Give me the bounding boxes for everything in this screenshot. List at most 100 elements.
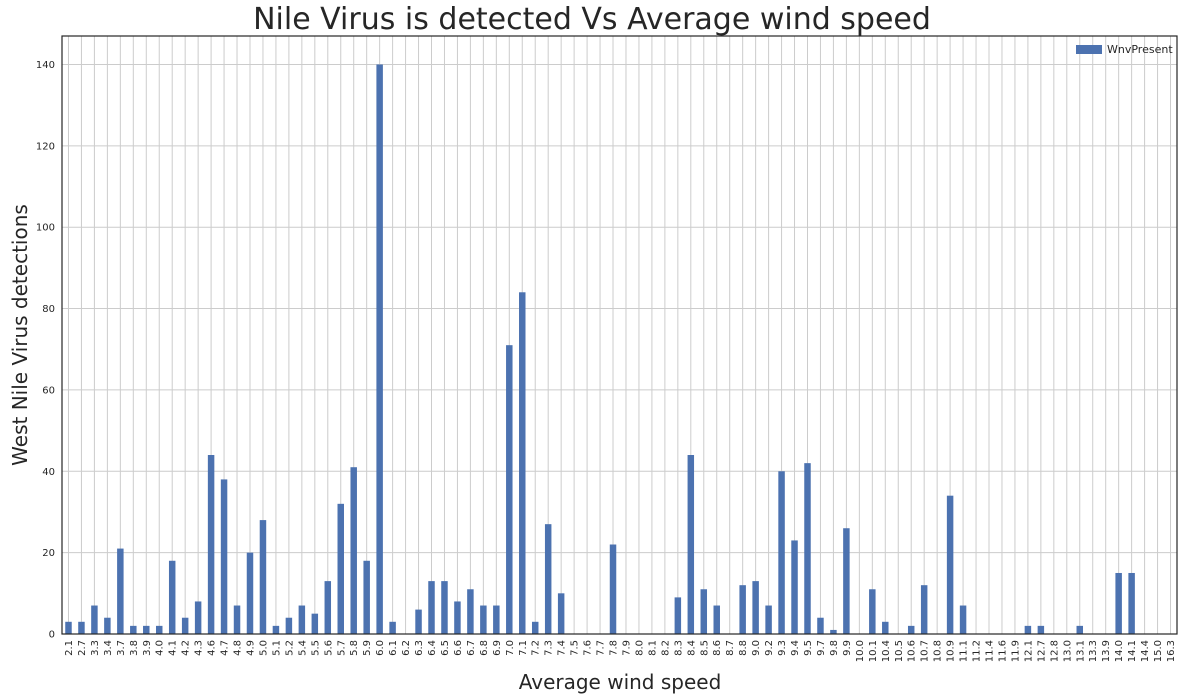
bar <box>920 585 928 634</box>
bar <box>1128 572 1135 634</box>
bar <box>324 581 332 634</box>
x-tick-label: 6.9 <box>492 640 503 656</box>
bar <box>181 617 189 634</box>
bar <box>272 625 280 634</box>
x-tick-label: 5.9 <box>362 640 373 656</box>
x-tick-label: 2.7 <box>77 640 88 656</box>
bar <box>765 605 772 634</box>
x-tick-label: 3.8 <box>129 640 140 656</box>
bar <box>519 292 526 634</box>
x-tick-label: 9.3 <box>777 640 788 656</box>
x-tick-label: 14.0 <box>1114 640 1125 662</box>
x-tick-label: 15.0 <box>1153 640 1164 662</box>
bar <box>609 544 617 634</box>
x-tick-label: 12.8 <box>1049 640 1060 662</box>
x-tick-label: 5.1 <box>271 640 282 656</box>
x-tick-label: 16.3 <box>1166 640 1177 662</box>
bar <box>285 617 293 634</box>
bar <box>687 455 695 634</box>
x-tick-label: 7.4 <box>557 640 568 656</box>
x-tick-label: 3.3 <box>90 640 101 656</box>
plot-background <box>62 36 1177 634</box>
x-tick-label: 6.4 <box>427 640 438 656</box>
y-tick-label: 40 <box>42 467 55 478</box>
x-tick-label: 10.7 <box>920 640 931 662</box>
bar <box>467 589 474 634</box>
y-tick-label: 0 <box>49 630 55 641</box>
legend-label: WnvPresent <box>1107 43 1173 56</box>
x-tick-label: 8.3 <box>673 640 684 656</box>
legend: WnvPresent <box>1076 43 1173 56</box>
x-tick-label: 11.9 <box>1010 640 1021 662</box>
bar <box>493 605 500 634</box>
x-tick-label: 8.0 <box>634 640 645 656</box>
x-tick-label: 13.0 <box>1062 640 1073 662</box>
x-tick-label: 13.9 <box>1101 640 1112 662</box>
x-tick-label: 11.4 <box>985 640 996 662</box>
bar <box>830 629 837 634</box>
x-tick-label: 5.5 <box>310 640 321 656</box>
bar <box>454 601 461 634</box>
x-tick-label: 3.7 <box>116 640 127 656</box>
x-tick-label: 14.4 <box>1140 640 1151 662</box>
bar <box>739 585 746 634</box>
bar <box>713 605 720 634</box>
bar <box>220 479 228 634</box>
bar <box>143 625 150 634</box>
bar <box>91 605 98 634</box>
bar <box>946 495 954 634</box>
x-tick-label: 9.4 <box>790 640 801 656</box>
bar <box>194 601 202 634</box>
y-tick-label: 140 <box>36 60 55 71</box>
x-tick-label: 5.4 <box>297 640 308 656</box>
bars <box>65 64 1135 634</box>
y-tick-label: 120 <box>36 141 55 152</box>
x-tick-label: 7.5 <box>570 640 581 656</box>
legend-swatch <box>1076 45 1102 54</box>
x-tick-label: 10.0 <box>855 640 866 662</box>
bar <box>168 560 176 634</box>
x-tick-label: 8.8 <box>738 640 749 656</box>
x-tick-label: 9.7 <box>816 640 827 656</box>
x-tick-label: 12.1 <box>1023 640 1034 662</box>
y-tick-label: 100 <box>36 223 55 234</box>
bar <box>428 581 435 634</box>
x-tick-label: 3.4 <box>103 640 114 656</box>
x-tick-label: 4.0 <box>155 640 166 656</box>
bar <box>557 593 565 634</box>
x-tick-label: 4.8 <box>233 640 244 656</box>
x-tick-label: 9.5 <box>803 640 814 656</box>
bar <box>791 540 798 634</box>
x-tick-label: 10.6 <box>907 640 918 662</box>
bar <box>480 605 487 634</box>
bar <box>544 524 552 634</box>
x-tick-label: 7.3 <box>544 640 555 656</box>
x-tick-label: 12.7 <box>1036 640 1047 662</box>
x-tick-label: 9.0 <box>751 640 762 656</box>
bar <box>674 597 682 634</box>
bar <box>700 589 708 634</box>
bar <box>78 621 85 634</box>
x-tick-label: 5.2 <box>284 640 295 656</box>
x-tick-label: 14.1 <box>1127 640 1138 662</box>
x-tick-label: 7.6 <box>583 640 594 656</box>
x-tick-label: 6.1 <box>388 640 399 656</box>
bar <box>233 605 241 634</box>
bar <box>104 617 111 634</box>
bar <box>1076 625 1084 634</box>
x-tick-label: 13.1 <box>1075 640 1086 662</box>
x-tick-label: 7.8 <box>609 640 620 656</box>
bar <box>415 609 422 634</box>
y-axis-label: West Nile Virus detections <box>8 204 32 466</box>
x-tick-label: 4.3 <box>194 640 205 656</box>
grid <box>62 36 1177 635</box>
bar <box>155 625 163 634</box>
y-tick-label: 60 <box>42 385 55 396</box>
bar <box>817 617 824 634</box>
x-tick-label: 6.3 <box>414 640 425 656</box>
x-tick-label: 11.2 <box>972 640 983 662</box>
bar <box>389 621 396 634</box>
x-tick-label: 11.1 <box>959 640 970 662</box>
x-ticks: 2.1 2.7 3.3 3.4 3.7 3.8 3.9 4.0 4.1 4.2 4.3 4.6 4.7 4… <box>64 640 1177 662</box>
x-tick-label: 9.9 <box>842 640 853 656</box>
